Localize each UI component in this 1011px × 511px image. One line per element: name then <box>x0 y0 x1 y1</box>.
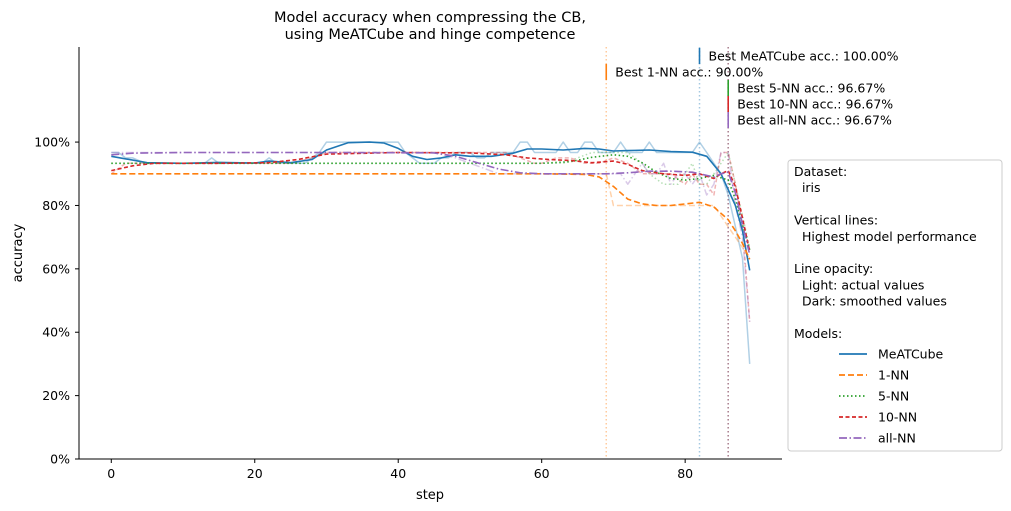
x-axis-ticks: 0 20 40 60 80 <box>107 459 693 481</box>
y-tick-label: 60% <box>42 261 70 276</box>
x-tick-label: 60 <box>534 466 550 481</box>
x-axis-label: step <box>416 488 444 503</box>
y-tick-label: 40% <box>42 325 70 340</box>
legend-label-5-nn: 5-NN <box>878 389 909 404</box>
raw-value-lines <box>110 141 751 364</box>
legend: Dataset: iris Vertical lines: Highest mod… <box>787 159 1003 452</box>
y-tick-label: 0% <box>50 452 70 467</box>
legend-text-line: Models: <box>794 326 842 341</box>
y-tick-label: 100% <box>34 135 70 150</box>
legend-label-meatcube: MeATCube <box>878 347 944 362</box>
y-axis-ticks: 0% 20% 40% 60% 80% 100% <box>34 135 79 467</box>
legend-text-line: Light: actual values <box>794 277 924 292</box>
chart-title-line-1: Model accuracy when compressing the CB, <box>274 10 586 26</box>
x-tick-label: 20 <box>247 466 263 481</box>
smoothed-value-lines <box>111 141 751 271</box>
smooth-line-10-nn <box>111 151 751 252</box>
legend-box <box>787 159 1003 452</box>
legend-items: MeATCube 1-NN 5-NN 10-NN all-NN <box>839 347 944 446</box>
legend-text-line: Highest model performance <box>794 229 977 244</box>
best-vertical-lines <box>605 47 729 459</box>
legend-label-all-nn: all-NN <box>878 431 916 446</box>
smooth-line-5-nn <box>111 154 751 251</box>
legend-text-line: Vertical lines: <box>794 213 878 228</box>
x-tick-label: 80 <box>677 466 693 481</box>
smooth-line-1-nn <box>111 173 751 260</box>
y-tick-label: 20% <box>42 388 70 403</box>
best-marker-label-all-nn: Best all-NN acc.: 96.67% <box>737 113 892 128</box>
legend-text: Dataset: iris Vertical lines: Highest mod… <box>794 164 977 341</box>
x-tick-label: 40 <box>390 466 406 481</box>
legend-text-line: Dataset: <box>794 164 847 179</box>
smooth-line-all-nn <box>111 151 751 255</box>
y-axis-label: accuracy <box>11 223 26 282</box>
raw-line-meatcube <box>111 141 751 364</box>
smooth-line-meatcube <box>111 141 751 271</box>
x-tick-label: 0 <box>107 466 115 481</box>
best-marker-label-5-nn: Best 5-NN acc.: 96.67% <box>737 81 885 96</box>
legend-text-line: Line opacity: <box>794 261 873 276</box>
legend-label-10-nn: 10-NN <box>878 410 917 425</box>
legend-label-1-nn: 1-NN <box>878 368 909 383</box>
legend-text-line: iris <box>794 180 821 195</box>
best-markers: Best MeATCube acc.: 100.00%Best 1-NN acc… <box>605 48 899 128</box>
raw-line-5-nn <box>111 151 751 248</box>
raw-line-1-nn <box>111 173 751 259</box>
legend-text-line: Dark: smoothed values <box>794 294 947 309</box>
raw-line-all-nn <box>111 151 751 322</box>
chart-title-line-2: using MeATCube and hinge competence <box>285 27 576 43</box>
y-tick-label: 80% <box>42 198 70 213</box>
best-marker-label-10-nn: Best 10-NN acc.: 96.67% <box>737 97 893 112</box>
raw-line-10-nn <box>110 151 751 322</box>
best-marker-label-1-nn: Best 1-NN acc.: 90.00% <box>615 65 763 80</box>
best-marker-label-meatcube: Best MeATCube acc.: 100.00% <box>709 49 899 64</box>
